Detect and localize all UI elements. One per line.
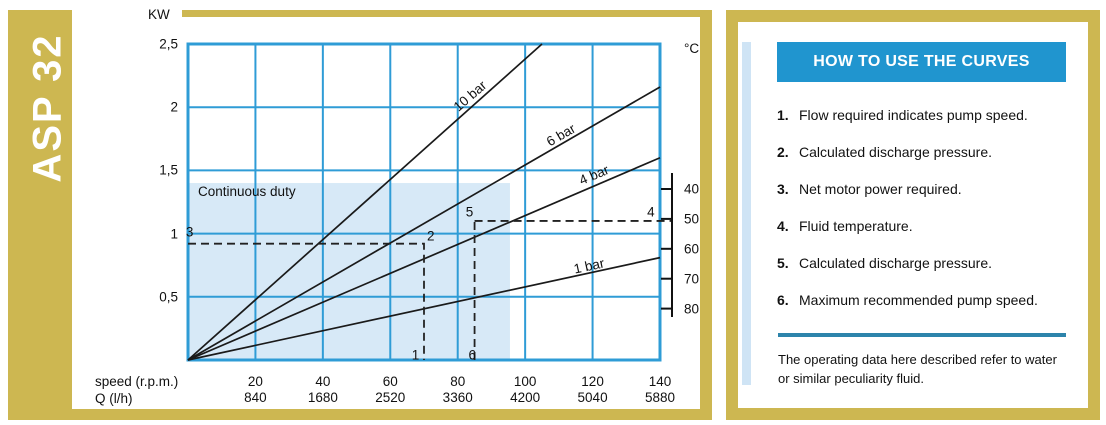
guide-marker-6: 6	[468, 347, 476, 363]
step-number: 2.	[777, 144, 789, 160]
flow-axis-title: Q (l/h)	[95, 391, 133, 406]
guide-marker-2: 2	[426, 228, 435, 244]
panel-accent-stripe	[742, 42, 751, 385]
temp-tick-label: 70	[684, 271, 700, 287]
howto-step-1: 1. Flow required indicates pump speed.	[777, 107, 1069, 123]
flow-tick-label: 3360	[442, 390, 473, 405]
step-text: Flow required indicates pump speed.	[799, 107, 1028, 123]
howto-step-2: 2. Calculated discharge pressure.	[777, 144, 1069, 160]
howto-step-4: 4. Fluid temperature.	[777, 218, 1069, 234]
guide-marker-4: 4	[647, 204, 655, 220]
panel-title: HOW TO USE THE CURVES	[813, 53, 1030, 70]
curve-6-bar	[187, 86, 661, 361]
guide-dashed-1	[188, 242, 425, 360]
speed-tick-label: 140	[648, 374, 672, 389]
temp-tick-label: 40	[684, 181, 700, 197]
step-number: 4.	[777, 218, 789, 234]
power-tick-label: 1	[170, 226, 178, 242]
speed-tick-label: 20	[247, 374, 263, 389]
temp-tick-label: 60	[684, 241, 700, 257]
howto-step-5: 5. Calculated discharge pressure.	[777, 255, 1069, 271]
speed-tick-label: 40	[315, 374, 331, 389]
step-text: Net motor power required.	[799, 181, 962, 197]
flow-tick-label: 5040	[577, 390, 608, 405]
speed-tick-label: 80	[450, 374, 466, 389]
speed-axis-title: speed (r.p.m.)	[95, 374, 179, 389]
guide-marker-3: 3	[185, 224, 194, 240]
step-number: 1.	[777, 107, 789, 123]
guide-marker-1: 1	[411, 347, 420, 363]
temp-tick-label: 50	[684, 211, 700, 227]
step-text: Maximum recommended pump speed.	[799, 292, 1038, 308]
howto-steps-list: 1. Flow required indicates pump speed. 2. C…	[777, 107, 1069, 329]
step-text: Calculated discharge pressure.	[799, 255, 992, 271]
flow-tick-label: 840	[244, 390, 267, 405]
guide-marker-5: 5	[465, 204, 474, 220]
speed-tick-label: 60	[382, 374, 398, 389]
step-number: 6.	[777, 292, 789, 308]
flow-tick-label: 5880	[644, 390, 676, 405]
panel-header: HOW TO USE THE CURVES	[777, 42, 1066, 82]
flow-tick-label: 4200	[510, 390, 541, 405]
step-text: Fluid temperature.	[799, 218, 913, 234]
power-axis-title: KW	[148, 7, 170, 22]
frame-bottom-bar	[8, 409, 712, 420]
speed-tick-label: 100	[513, 374, 537, 389]
model-side-bar: ASP 32	[8, 10, 72, 409]
step-text: Calculated discharge pressure.	[799, 144, 992, 160]
continuous-duty-region	[188, 183, 510, 360]
panel-divider	[778, 333, 1066, 337]
howto-step-6: 6. Maximum recommended pump speed.	[777, 292, 1069, 308]
power-tick-label: 0,5	[159, 289, 178, 305]
panel-footnote: The operating data here described refer …	[778, 352, 1057, 386]
flow-tick-label: 1680	[307, 390, 338, 405]
frame-right-bar	[700, 10, 712, 420]
frame-top-bar	[182, 10, 712, 17]
step-number: 5.	[777, 255, 789, 271]
speed-tick-label: 120	[581, 374, 604, 389]
flow-tick-label: 2520	[375, 390, 406, 405]
step-number: 3.	[777, 181, 789, 197]
power-tick-label: 2,5	[159, 36, 178, 52]
power-tick-label: 2	[170, 99, 178, 115]
power-tick-label: 1,5	[159, 162, 178, 178]
continuous-duty-label: Continuous duty	[198, 184, 296, 199]
curve-10-bar	[187, 43, 543, 361]
temp-tick-label: 80	[684, 301, 700, 317]
temp-axis-title: °C	[684, 41, 700, 56]
howto-step-3: 3. Net motor power required.	[777, 181, 1069, 197]
